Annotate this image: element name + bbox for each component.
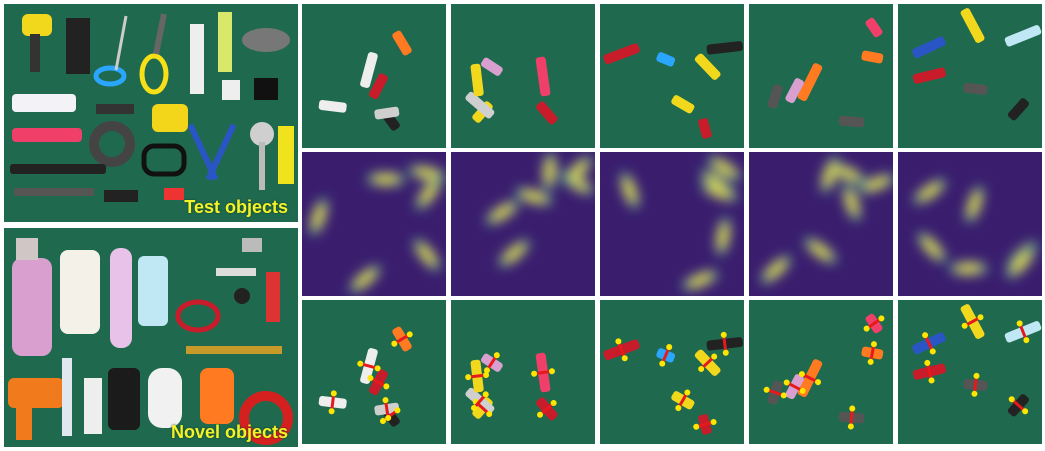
scene-image [749, 300, 893, 444]
grasp-marker [659, 344, 673, 367]
grasp-marker [615, 338, 628, 362]
grasp-marker [698, 353, 718, 372]
grasp-panel [749, 300, 893, 444]
scene-image [451, 300, 595, 444]
scene-image [898, 300, 1042, 444]
scene-image [600, 300, 744, 444]
heatmap-image [898, 152, 1042, 296]
grasp-marker [971, 372, 980, 397]
scene-image [898, 4, 1042, 148]
scene-image [749, 4, 893, 148]
grasp-marker [328, 390, 337, 415]
grasp-marker [537, 400, 557, 418]
grasp-panel [451, 300, 595, 444]
grasp-marker [675, 389, 691, 412]
grasp-marker [465, 371, 490, 381]
scene-image [302, 300, 446, 444]
heatmap-image [600, 152, 744, 296]
grasp-marker [924, 359, 935, 384]
grasp-marker [1008, 396, 1029, 415]
grasp-marker [922, 332, 936, 355]
novel-objects-caption: Novel objects [170, 422, 288, 442]
grasp-marker [1016, 320, 1030, 344]
heatmap-image [302, 152, 446, 296]
grasp-marker [470, 391, 489, 412]
scene-panel [898, 4, 1042, 148]
scene-image [600, 4, 744, 148]
grasp-marker [483, 352, 500, 374]
novel-objects-scene [4, 228, 298, 447]
grasp-panel [600, 300, 744, 444]
test-objects-caption: Test objects [184, 197, 288, 217]
grasp-marker [379, 407, 401, 425]
heatmap-panel [749, 152, 893, 296]
grasp-marker [863, 315, 885, 332]
novel-objects-photo: Novel objects [4, 228, 298, 447]
scene-image [302, 4, 446, 148]
grasp-marker [867, 341, 877, 365]
scene-panel [600, 4, 744, 148]
grasp-marker [720, 331, 729, 356]
grasp-panel [302, 300, 446, 444]
heatmap-image [451, 152, 595, 296]
grasp-marker [763, 386, 787, 399]
scene-panel [451, 4, 595, 148]
grasp-marker [783, 379, 806, 394]
heatmap-panel [451, 152, 595, 296]
heatmap-image [749, 152, 893, 296]
grasp-marker [798, 371, 822, 386]
test-objects-scene [4, 4, 298, 222]
grasp-panel [898, 300, 1042, 444]
heatmap-panel [302, 152, 446, 296]
grasp-marker [961, 314, 984, 329]
heatmap-panel [600, 152, 744, 296]
grasp-marker [693, 419, 717, 430]
test-objects-photo: Test objects [4, 4, 298, 222]
grasp-marker [391, 331, 413, 347]
grasp-marker [367, 375, 390, 390]
grasp-marker [382, 397, 392, 421]
grasp-marker [531, 368, 555, 377]
scene-panel [749, 4, 893, 148]
scene-image [451, 4, 595, 148]
grasp-marker [357, 360, 381, 372]
heatmap-panel [898, 152, 1042, 296]
scene-panel [302, 4, 446, 148]
grasp-marker [847, 405, 856, 430]
